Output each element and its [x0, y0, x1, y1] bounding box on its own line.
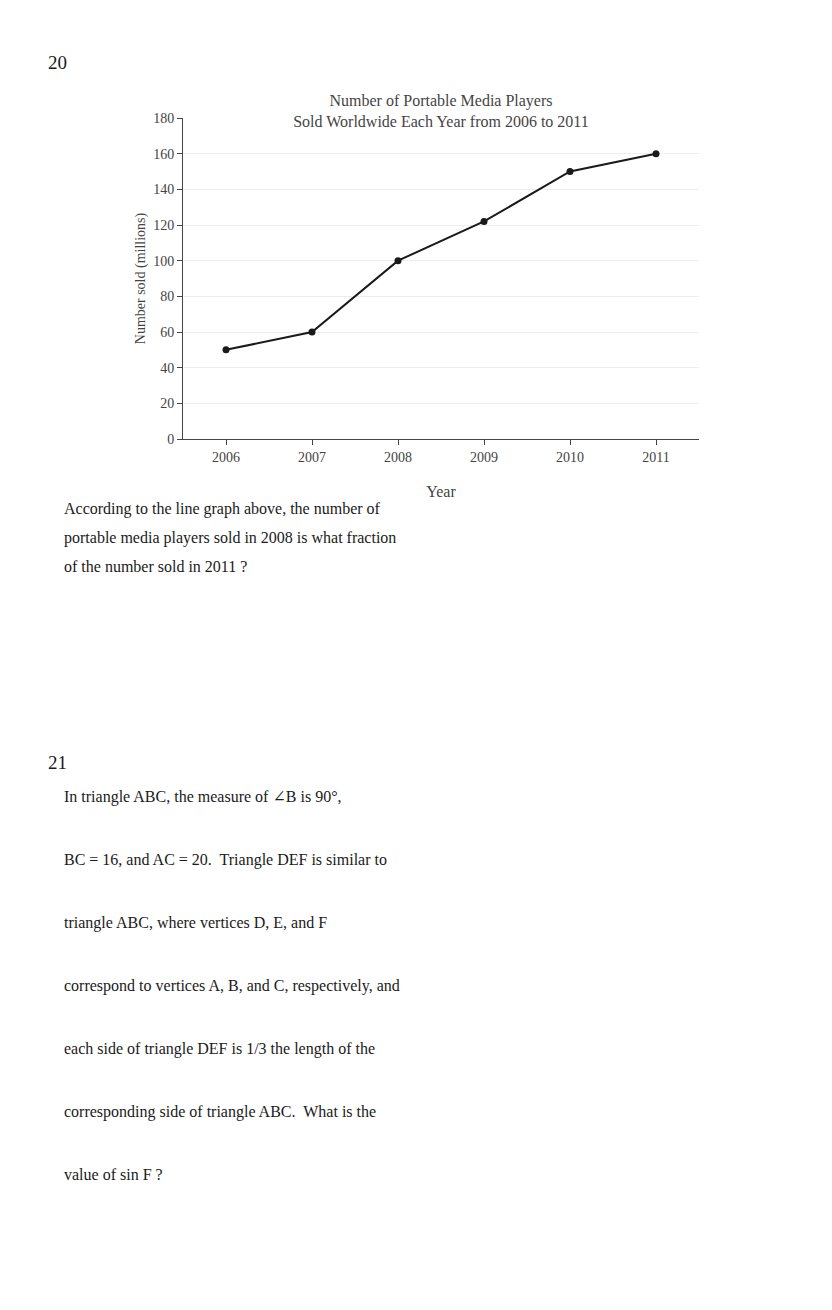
svg-text:2006: 2006 — [212, 450, 240, 465]
svg-text:21: 21 — [48, 752, 67, 773]
svg-text:In triangle ABC, the measure o: In triangle ABC, the measure of ∠B is 90… — [64, 788, 342, 806]
svg-text:20: 20 — [160, 396, 174, 411]
svg-text:100: 100 — [153, 254, 174, 269]
svg-text:20: 20 — [48, 52, 67, 73]
svg-text:2010: 2010 — [556, 450, 584, 465]
svg-text:0: 0 — [167, 432, 174, 447]
svg-text:180: 180 — [153, 111, 174, 126]
svg-text:Number sold (millions): Number sold (millions) — [133, 212, 149, 344]
svg-text:According to the line graph ab: According to the line graph above, the n… — [64, 500, 381, 518]
svg-text:of the number sold in 2011 ?: of the number sold in 2011 ? — [64, 558, 247, 575]
svg-text:40: 40 — [160, 361, 174, 376]
svg-text:2009: 2009 — [470, 450, 498, 465]
svg-text:2007: 2007 — [298, 450, 326, 465]
svg-text:2011: 2011 — [642, 450, 669, 465]
svg-text:120: 120 — [153, 218, 174, 233]
svg-text:80: 80 — [160, 289, 174, 304]
svg-text:corresponding side of triangle: corresponding side of triangle ABC. What… — [64, 1103, 376, 1121]
svg-text:Year: Year — [426, 483, 456, 500]
svg-text:BC = 16, and AC = 20. Triangl: BC = 16, and AC = 20. Triangle DEF is si… — [64, 851, 387, 869]
svg-text:value of sin F ?: value of sin F ? — [64, 1166, 163, 1183]
svg-text:portable media players sold in: portable media players sold in 2008 is w… — [64, 529, 396, 547]
svg-text:correspond to vertices A, B, a: correspond to vertices A, B, and C, resp… — [64, 977, 400, 995]
svg-text:triangle ABC, where vertices D: triangle ABC, where vertices D, E, and F — [64, 914, 327, 932]
svg-text:140: 140 — [153, 182, 174, 197]
svg-text:60: 60 — [160, 325, 174, 340]
svg-text:each side of triangle DEF is 1: each side of triangle DEF is 1/3 the len… — [64, 1040, 375, 1058]
svg-text:160: 160 — [153, 147, 174, 162]
svg-text:Number of Portable Media Playe: Number of Portable Media PlayersSold Wor… — [293, 92, 589, 130]
svg-text:2008: 2008 — [384, 450, 412, 465]
